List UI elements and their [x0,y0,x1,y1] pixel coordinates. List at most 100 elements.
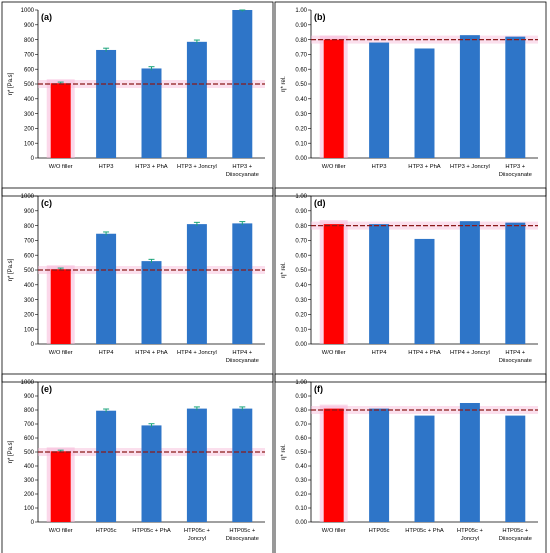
bar [414,238,435,344]
y-tick-label: 0.30 [295,112,307,118]
y-tick-label: 900 [24,209,35,215]
y-tick-label: 0.90 [295,23,307,29]
y-axis-title: η* [Pa.s] [8,72,14,95]
x-tick-label: HTP3 + [232,164,252,170]
bar [323,408,344,522]
y-tick-label: 400 [24,97,35,103]
bar [232,223,253,344]
x-tick-label: HTP05c + PhA [405,528,444,534]
y-tick-label: 1000 [21,194,35,200]
bar [141,261,162,344]
bar [50,451,71,522]
y-tick-label: 300 [24,478,35,484]
x-tick-label: Diisocyanate [499,536,532,542]
y-tick-label: 0.10 [295,141,307,147]
x-tick-label: HTP4 + [232,350,252,356]
y-tick-label: 500 [24,82,35,88]
bar [323,224,344,344]
y-tick-label: 700 [24,239,35,245]
y-tick-label: 0.00 [295,156,307,162]
y-tick-label: 0.20 [295,313,307,319]
bar [505,415,526,522]
y-tick-label: 600 [24,253,35,259]
y-tick-label: 900 [24,394,35,400]
y-tick-label: 0.50 [295,82,307,88]
bar [414,48,435,159]
bar [96,233,117,344]
x-tick-label: HTP05c + PhA [132,528,171,534]
y-tick-label: 0.10 [295,327,307,333]
y-tick-label: 0.90 [295,209,307,215]
chart-panel: (d) 0.00 0.10 0.20 0.30 0.40 0.50 0.60 0.70 0.80 0… [274,187,547,383]
y-tick-label: 0.90 [295,394,307,400]
chart-panel: (a) 0 100 200 300 400 500 600 700 800 900 1000 η* [P… [1,1,274,197]
y-tick-label: 0.60 [295,253,307,259]
y-tick-label: 100 [24,506,35,512]
y-tick-label: 200 [24,492,35,498]
y-axis-title: η* rel. [281,76,287,92]
y-tick-label: 800 [24,224,35,230]
y-tick-label: 700 [24,53,35,59]
y-tick-label: 0.60 [295,436,307,442]
y-tick-label: 500 [24,450,35,456]
panel-frame [274,187,547,383]
bar [505,222,526,344]
panel-frame [1,373,274,553]
y-axis-title: η* rel. [281,262,287,278]
y-tick-label: 0.70 [295,422,307,428]
x-tick-label: HTP4 + [505,350,525,356]
bar [459,221,480,344]
bar [505,36,526,158]
x-tick-label: Joncryl [188,536,206,542]
y-tick-label: 700 [24,422,35,428]
y-tick-label: 300 [24,112,35,118]
x-tick-label: HTP05c + [502,528,529,534]
x-tick-label: HTP4 [99,350,115,356]
bar [50,83,71,158]
x-tick-label: Diisocyanate [226,536,259,542]
bar [323,39,344,158]
x-tick-label: W/O filler [49,164,73,170]
panel-label: (e) [41,384,52,394]
y-axis-title: η* rel. [281,444,287,460]
bar [50,269,71,344]
y-tick-label: 0.30 [295,478,307,484]
y-tick-label: 0.50 [295,268,307,274]
x-tick-label: W/O filler [49,350,73,356]
bar [414,415,435,522]
bar [186,408,207,522]
y-tick-label: 400 [24,464,35,470]
bar [232,408,253,522]
y-tick-label: 0.80 [295,38,307,44]
bar [369,224,390,344]
x-tick-label: HTP3 + PhA [135,164,168,170]
y-tick-label: 100 [24,141,35,147]
y-tick-label: 0.00 [295,520,307,526]
y-axis-title: η* [Pa.s] [8,440,14,463]
x-tick-label: HTP05c + [229,528,256,534]
y-tick-label: 0.20 [295,492,307,498]
x-tick-label: HTP3 + Joncryl [177,164,217,170]
x-tick-label: HTP05c [369,528,390,534]
y-tick-label: 0.40 [295,464,307,470]
x-tick-label: HTP4 + PhA [408,350,441,356]
panel-label: (f) [314,384,323,394]
y-tick-label: 600 [24,67,35,73]
y-tick-label: 0.10 [295,506,307,512]
bar [96,49,117,158]
bar [186,41,207,158]
y-tick-label: 0 [31,520,35,526]
x-tick-label: HTP3 [99,164,114,170]
panel-frame [1,187,274,383]
x-tick-label: W/O filler [322,528,346,534]
y-tick-label: 300 [24,298,35,304]
x-tick-label: W/O filler [322,164,346,170]
y-tick-label: 0.50 [295,450,307,456]
chart-panel: (e) 0 100 200 300 400 500 600 700 800 900 1000 η* [P… [1,373,274,553]
y-tick-label: 100 [24,327,35,333]
panel-label: (a) [41,12,52,22]
bar [459,35,480,158]
y-tick-label: 1000 [21,380,35,386]
y-tick-label: 0.80 [295,224,307,230]
